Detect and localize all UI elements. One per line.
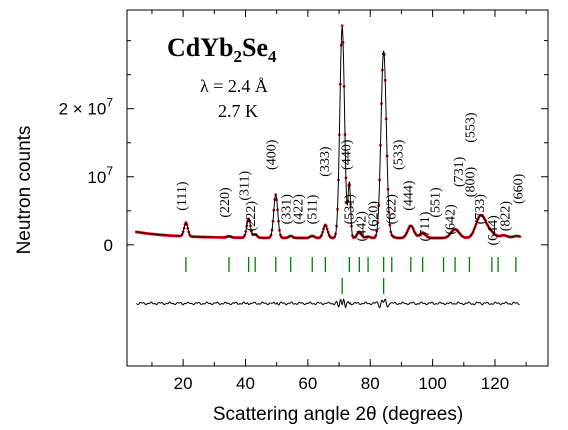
- peak-label: (533): [392, 139, 407, 170]
- x-tick-label: 20: [174, 374, 193, 393]
- peak-label: (733): [473, 194, 488, 225]
- peak-label: (222): [244, 201, 259, 232]
- peak-label: (644): [486, 215, 501, 246]
- peak-labels: (111) (220) (311)(222) (400) (331)(422) (511)…: [175, 112, 527, 245]
- x-axis: 20 40 60 80 100 120: [151, 10, 527, 393]
- peak-label: (333): [318, 146, 333, 177]
- peak-label: (531): [342, 194, 357, 225]
- peak-label: (444): [401, 180, 416, 211]
- x-axis-title: Scattering angle 2θ (degrees): [213, 404, 463, 425]
- peak-label: (511): [306, 194, 321, 224]
- peak-label: (111): [175, 181, 190, 211]
- y-tick-label: 0: [104, 236, 113, 255]
- x-tick-label: 60: [298, 374, 317, 393]
- wavelength-annotation: λ = 2.4 Å: [200, 76, 268, 96]
- peak-label: (551): [428, 187, 443, 218]
- x-tick-label: 100: [418, 374, 446, 393]
- peak-label: (822): [499, 201, 514, 232]
- x-tick-label: 80: [361, 374, 380, 393]
- reflection-ticks-magnetic: [341, 278, 385, 294]
- y-axis: 0 107 2 × 107: [59, 40, 548, 255]
- peak-label: (220): [218, 187, 233, 218]
- peak-label: (311): [238, 170, 253, 200]
- peak-label: (442): [355, 211, 370, 242]
- peak-label: (660): [512, 173, 527, 204]
- y-tick-label: 2 × 107: [59, 96, 114, 119]
- difference-curve: [136, 298, 520, 309]
- compound-title: CdYb2Se4: [167, 33, 277, 66]
- x-tick-label: 40: [236, 374, 255, 393]
- peak-label: (400): [265, 139, 280, 170]
- observed-point: [340, 24, 344, 28]
- peak-label: (731): [452, 156, 467, 187]
- peak-label: (553): [464, 112, 479, 143]
- peak-label: (622): [385, 194, 400, 225]
- data-series: [134, 24, 522, 309]
- peak-label: (711): [418, 211, 433, 241]
- peak-label: (422): [292, 194, 307, 225]
- calculated-curve: [136, 26, 520, 239]
- peak-label: (331): [280, 194, 295, 225]
- peak-label: (800): [464, 167, 479, 198]
- peak-label: (440): [340, 139, 355, 170]
- peak-label: (642): [443, 204, 458, 235]
- x-tick-label: 120: [481, 374, 509, 393]
- y-axis-title: Neutron counts: [14, 126, 35, 255]
- peak-label: (620): [366, 201, 381, 232]
- plot-frame: [126, 9, 549, 367]
- temperature-annotation: 2.7 K: [218, 101, 258, 121]
- reflection-ticks-nuclear: [185, 257, 517, 272]
- y-tick-label: 107: [87, 164, 113, 187]
